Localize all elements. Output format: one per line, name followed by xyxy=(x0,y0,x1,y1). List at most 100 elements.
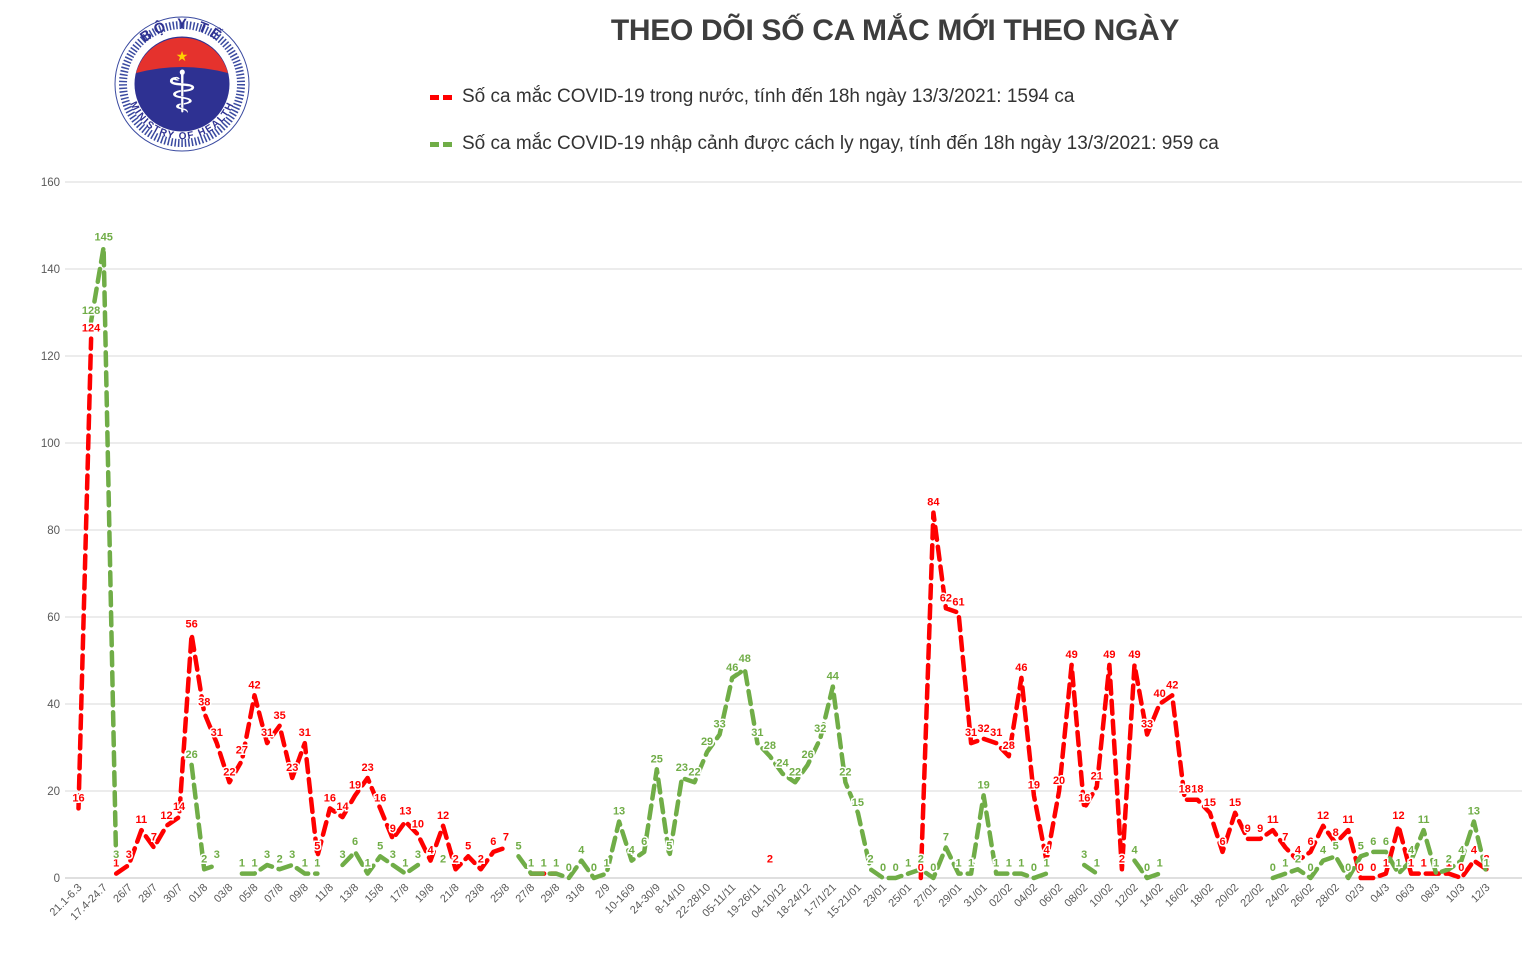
x-axis-label: 16/02 xyxy=(1163,882,1191,910)
imported-point-label: 33 xyxy=(714,718,726,730)
legend-dash-marker-domestic xyxy=(430,94,456,100)
page-title: THEO DÕI SỐ CA MẮC MỚI THEO NGÀY xyxy=(610,14,1180,47)
domestic-point-label: 4 xyxy=(427,845,434,857)
x-axis-label: 14/02 xyxy=(1138,882,1166,910)
domestic-point-label: 49 xyxy=(1128,649,1140,661)
domestic-point-label: 40 xyxy=(1154,688,1166,700)
domestic-point-label: 13 xyxy=(399,805,411,817)
domestic-point-label: 11 xyxy=(1267,814,1279,826)
domestic-point-label: 7 xyxy=(1282,832,1288,844)
x-axis-label: 21/8 xyxy=(438,882,462,906)
imported-point-label: 31 xyxy=(751,727,763,739)
x-axis-label: 29/01 xyxy=(937,882,965,910)
domestic-point-label: 0 xyxy=(1370,862,1376,874)
imported-point-label: 3 xyxy=(1081,849,1087,861)
imported-point-label: 3 xyxy=(390,849,396,861)
x-axis-label: 02/3 xyxy=(1343,882,1367,906)
x-axis-label: 29/8 xyxy=(539,882,563,906)
imported-point-label: 1 xyxy=(239,858,245,870)
imported-point-label: 0 xyxy=(566,862,572,874)
logo-red-cap xyxy=(136,37,228,73)
caduceus-icon: ⚕ xyxy=(166,60,197,125)
x-axis-label: 10/3 xyxy=(1444,882,1468,906)
domestic-point-label: 1 xyxy=(553,858,559,870)
x-axis-label: 27/8 xyxy=(514,882,538,906)
domestic-point-label: 11 xyxy=(1342,814,1354,826)
imported-point-label: 4 xyxy=(1320,845,1327,857)
imported-point-label: 1 xyxy=(1395,858,1401,870)
domestic-point-label: 62 xyxy=(940,592,952,604)
x-axis-label: 04/3 xyxy=(1368,882,1392,906)
imported-point-label: 1 xyxy=(905,858,911,870)
legend-label-imported: Số ca mắc COVID-19 nhập cảnh được cách l… xyxy=(462,133,1219,154)
imported-point-label: 5 xyxy=(1358,840,1364,852)
domestic-point-label: 6 xyxy=(490,836,496,848)
x-axis-label: 04/02 xyxy=(1012,882,1040,910)
imported-point-label: 13 xyxy=(1468,805,1480,817)
x-axis-label: 17/8 xyxy=(388,882,412,906)
x-axis-label: 23/01 xyxy=(861,882,889,910)
imported-point-label: 3 xyxy=(415,849,421,861)
imported-point-label: 1 xyxy=(603,858,609,870)
domestic-point-label: 2 xyxy=(767,853,773,865)
imported-point-label: 0 xyxy=(1345,862,1351,874)
imported-point-label: 6 xyxy=(641,836,647,848)
domestic-point-label: 8 xyxy=(1333,827,1339,839)
domestic-point-label: 7 xyxy=(503,832,509,844)
domestic-point-label: 1 xyxy=(541,858,547,870)
imported-point-label: 0 xyxy=(880,862,886,874)
y-axis-label: 0 xyxy=(54,873,60,885)
ministry-of-health-logo: ★ ⚕ BỘ Y TẾ MINISTRY OF HEALTH xyxy=(106,8,258,165)
imported-series-line xyxy=(88,245,1489,881)
imported-point-label: 23 xyxy=(676,762,688,774)
domestic-point-label: 12 xyxy=(160,810,172,822)
imported-point-label: 1 xyxy=(1483,858,1489,870)
domestic-point-label: 3 xyxy=(126,849,132,861)
imported-point-label: 4 xyxy=(1458,845,1465,857)
x-axis-label: 03/8 xyxy=(212,882,236,906)
domestic-point-label: 18 xyxy=(1191,784,1203,796)
imported-point-label: 1 xyxy=(541,858,547,870)
imported-point-label: 1 xyxy=(402,858,408,870)
x-axis-label: 30/7 xyxy=(162,882,186,906)
imported-point-label: 5 xyxy=(666,840,672,852)
x-axis-label: 26/7 xyxy=(111,882,135,906)
imported-point-label: 0 xyxy=(1031,862,1037,874)
x-axis-label: 26/02 xyxy=(1289,882,1317,910)
x-axis-label: 18/02 xyxy=(1188,882,1216,910)
imported-point-label: 2 xyxy=(201,853,207,865)
x-axis-label: 20/02 xyxy=(1213,882,1241,910)
x-axis-label: 15/8 xyxy=(363,882,387,906)
domestic-point-label: 124 xyxy=(82,323,101,335)
imported-point-label: 5 xyxy=(515,840,521,852)
imported-point-label: 26 xyxy=(802,749,814,761)
imported-point-label: 0 xyxy=(591,862,597,874)
imported-point-label: 6 xyxy=(352,836,358,848)
imported-point-label: 0 xyxy=(1270,862,1276,874)
imported-point-label: 1 xyxy=(528,858,534,870)
legend-item-imported: Số ca mắc COVID-19 nhập cảnh được cách l… xyxy=(430,130,1219,158)
x-axis-label: 02/02 xyxy=(987,882,1015,910)
imported-point-label: 0 xyxy=(1307,862,1313,874)
imported-point-label: 2 xyxy=(918,853,924,865)
imported-point-label: 32 xyxy=(814,723,826,735)
y-axis-label: 160 xyxy=(41,177,60,189)
domestic-point-label: 2 xyxy=(1483,853,1489,865)
domestic-point-label: 49 xyxy=(1066,649,1078,661)
domestic-point-label: 9 xyxy=(1257,823,1263,835)
imported-point-label: 46 xyxy=(726,662,738,674)
imported-point-label: 2 xyxy=(277,853,283,865)
domestic-point-label: 33 xyxy=(1141,718,1153,730)
legend-label-domestic: Số ca mắc COVID-19 trong nước, tính đến … xyxy=(462,86,1075,107)
imported-point-label: 3 xyxy=(113,849,119,861)
domestic-series-line xyxy=(76,336,1489,881)
domestic-point-label: 0 xyxy=(1358,862,1364,874)
imported-point-label: 0 xyxy=(893,862,899,874)
imported-point-label: 3 xyxy=(264,849,270,861)
imported-point-label: 3 xyxy=(339,849,345,861)
logo-hatched-ring xyxy=(119,21,245,147)
imported-point-label: 13 xyxy=(613,805,625,817)
domestic-point-label: 1 xyxy=(1446,858,1452,870)
